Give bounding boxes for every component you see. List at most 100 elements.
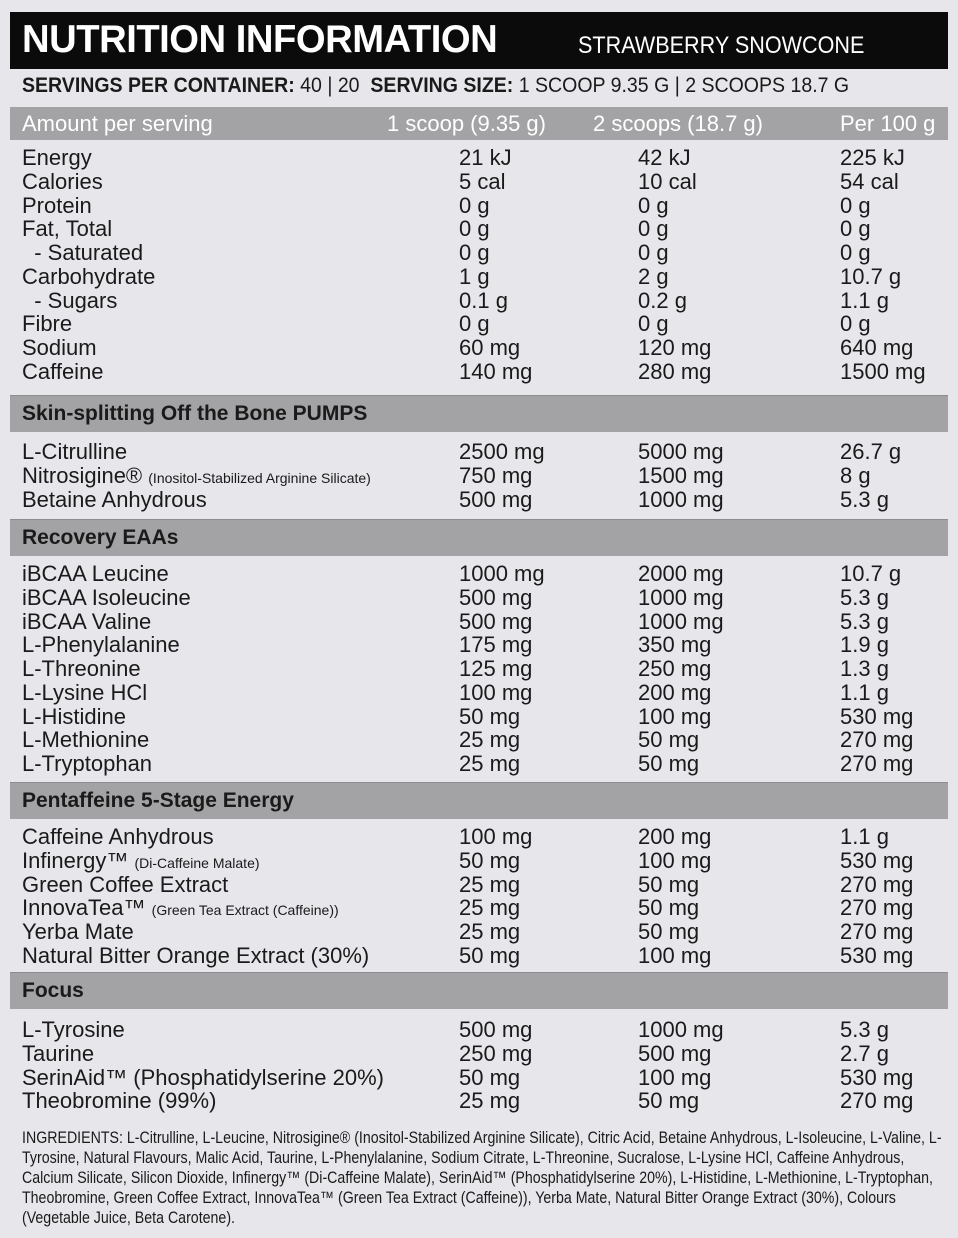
table-row: - Saturated 0 g 0 g 0 g [0,241,958,265]
table-row: L-Phenylalanine 175 mg 350 mg 1.9 g [0,633,958,657]
table-row: Carbohydrate 1 g 2 g 10.7 g [0,263,958,289]
value-per-100g: 0 g [840,311,871,337]
value-2-scoops: 120 mg [638,335,712,360]
value-2-scoops: 1000 mg [638,584,724,610]
servings-info: SERVINGS PER CONTAINER: 40 | 20 SERVING … [22,74,849,98]
value-2-scoops: 50 mg [638,751,700,776]
value-per-100g: 10.7 g [840,561,902,586]
value-1-scoop: 25 mg [459,919,521,944]
value-2-scoops: 1000 mg [638,486,724,512]
value-1-scoop: 25 mg [459,751,521,776]
value-per-100g: 5.3 g [840,486,889,512]
nutrient-label: Fat, Total [22,216,113,242]
nutrient-name: Carbohydrate [22,264,155,289]
value-2-scoops: 100 mg [638,1064,712,1090]
nutrient-name: L-Threonine [22,657,141,684]
value-1-scoop: 250 mg [459,1040,533,1066]
value-1-scoop: 500 mg [459,1017,533,1042]
table-row: L-Tryptophan 25 mg 50 mg 270 mg [0,752,958,776]
section-rows: L-Tyrosine 500 mg 1000 mg 5.3 g Taurine 250… [0,1018,958,1113]
nutrient-name: Betaine Anhydrous [22,487,207,515]
value-1-scoop: 100 mg [459,679,533,705]
nutrient-name: - Saturated [22,241,143,265]
column-header: Amount per serving 1 scoop (9.35 g) 2 sc… [10,107,948,140]
value-per-100g: 1.1 g [840,824,889,849]
value-per-100g: 10.7 g [840,263,902,289]
section-rows: iBCAA Leucine 1000 mg 2000 mg 10.7 g iBCAA … [0,562,958,776]
value-1-scoop: 500 mg [459,584,533,610]
value-per-100g: 530 mg [840,847,914,873]
nutrient-label: Caffeine [22,358,104,384]
table-row: Taurine 250 mg 500 mg 2.7 g [0,1040,958,1066]
nutrient-label: iBCAA Valine [22,608,152,634]
nutrient-name: Energy [22,146,92,170]
nutrient-label: L-Histidine [22,703,126,729]
value-1-scoop: 1 g [459,263,490,289]
value-1-scoop: 0.1 g [459,287,508,313]
value-2-scoops: 350 mg [638,632,712,658]
value-1-scoop: 21 kJ [459,145,512,170]
section-title: Pentaffeine 5-Stage Energy [22,789,294,812]
table-row: Protein 0 g 0 g 0 g [0,192,958,218]
nutrient-label: - Saturated [22,240,144,265]
table-row: iBCAA Valine 500 mg 1000 mg 5.3 g [0,608,958,637]
value-2-scoops: 280 mg [638,358,712,384]
table-row: L-Methionine 25 mg 50 mg 270 mg [0,728,958,752]
value-per-100g: 0 g [840,240,871,265]
value-per-100g: 270 mg [840,895,914,921]
value-per-100g: 270 mg [840,1088,914,1114]
serving-size-label: SERVING SIZE: [370,74,514,97]
table-row: L-Lysine HCl 100 mg 200 mg 1.1 g [0,679,958,705]
column-1-scoop: 1 scoop (9.35 g) [387,111,546,136]
nutrient-name: L-Tryptophan [22,752,152,779]
nutrient-name: Fibre [22,312,72,336]
table-row: Caffeine Anhydrous 100 mg 200 mg 1.1 g [0,825,958,849]
value-per-100g: 8 g [840,462,871,488]
nutrient-name: Caffeine Anhydrous [22,825,214,852]
value-2-scoops: 10 cal [638,168,697,194]
nutrient-name: iBCAA Isoleucine [22,585,191,613]
nutrient-name: Nitrosigine® (Inositol-Stabilized Argini… [22,463,371,491]
table-row: Calories 5 cal 10 cal 54 cal [0,168,958,194]
value-per-100g: 5.3 g [840,1017,889,1042]
value-2-scoops: 250 mg [638,656,712,681]
nutrient-label: Protein [22,192,92,218]
nutrient-label: Theobromine (99%) [22,1088,217,1114]
value-1-scoop: 25 mg [459,871,521,897]
value-2-scoops: 0 g [638,311,669,337]
nutrient-label: L-Threonine [22,656,141,681]
value-per-100g: 1.1 g [840,287,889,313]
value-1-scoop: 50 mg [459,703,521,729]
value-2-scoops: 100 mg [638,703,712,729]
nutrient-name: SerinAid™ (Phosphatidylserine 20%) [22,1065,384,1093]
value-2-scoops: 50 mg [638,895,700,921]
nutrient-label: L-Methionine [22,727,150,753]
table-row: Fibre 0 g 0 g 0 g [0,312,958,336]
value-1-scoop: 175 mg [459,632,533,658]
value-1-scoop: 0 g [459,240,490,265]
nutrient-note: (Di-Caffeine Malate) [134,854,260,871]
table-row: Betaine Anhydrous 500 mg 1000 mg 5.3 g [0,486,958,515]
value-per-100g: 640 mg [840,335,914,360]
section-header: Skin-splitting Off the Bone PUMPS [10,395,948,432]
ingredients-text: INGREDIENTS: L-Citrulline, L-Leucine, Ni… [22,1129,942,1227]
nutrient-label: iBCAA Leucine [22,561,169,586]
nutrient-label: InnovaTea™ [22,895,146,921]
nutrient-name: - Sugars [22,288,117,313]
nutrient-name: InnovaTea™ (Green Tea Extract (Caffeine)… [22,896,339,923]
nutrient-name: L-Phenylalanine [22,633,180,660]
section-header: Focus [10,972,948,1009]
nutrient-label: Taurine [22,1040,95,1066]
page-title: NUTRITION INFORMATION [22,18,498,61]
nutrient-name: iBCAA Leucine [22,562,169,589]
nutrient-name: Yerba Mate [22,920,134,947]
nutrient-name: iBCAA Valine [22,608,152,637]
table-row: Caffeine 140 mg 280 mg 1500 mg [0,358,958,384]
value-2-scoops: 5000 mg [638,439,724,464]
value-2-scoops: 2 g [638,263,669,289]
nutrient-label: Energy [22,145,92,170]
value-2-scoops: 100 mg [638,942,712,968]
value-per-100g: 1.9 g [840,632,889,658]
table-row: Sodium 60 mg 120 mg 640 mg [0,336,958,360]
nutrient-name: Caffeine [22,358,104,384]
